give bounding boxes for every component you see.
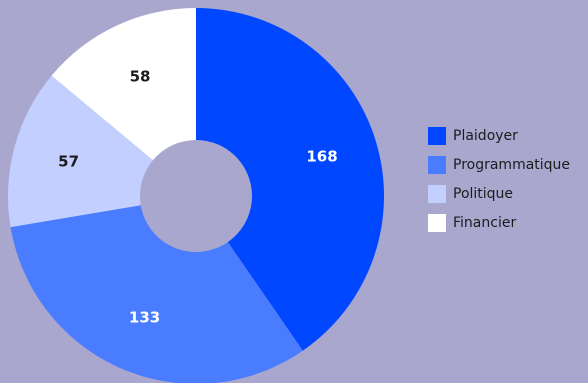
slice-plaidoyer (196, 8, 384, 351)
legend-item: Programmatique (428, 155, 570, 175)
legend-swatch (428, 156, 446, 174)
chart-legend: Plaidoyer Programmatique Politique Financie… (428, 126, 570, 242)
slice-programmatique (10, 205, 303, 383)
legend-swatch (428, 214, 446, 232)
legend-label: Politique (453, 186, 514, 202)
slice-value-label: 58 (130, 67, 151, 85)
legend-item: Plaidoyer (428, 126, 570, 146)
legend-label: Programmatique (453, 157, 571, 173)
slice-financier (51, 8, 196, 161)
legend-item: Financier (428, 213, 570, 233)
legend-swatch (428, 127, 446, 145)
legend-swatch (428, 185, 446, 203)
slice-politique (7, 75, 153, 228)
slice-value-label: 57 (58, 153, 79, 171)
legend-label: Plaidoyer (453, 128, 518, 144)
legend-item: Politique (428, 184, 570, 204)
slice-value-label: 133 (129, 309, 160, 327)
slice-value-label: 168 (306, 148, 337, 166)
legend-label: Financier (453, 215, 517, 231)
